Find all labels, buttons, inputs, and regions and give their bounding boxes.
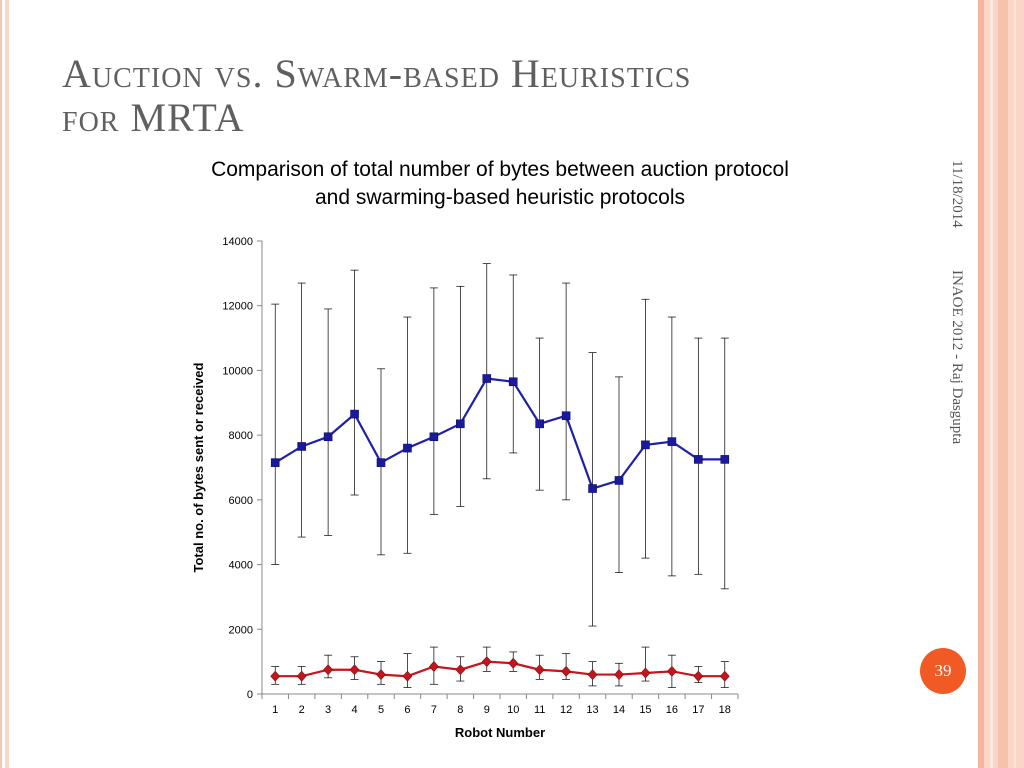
data-point <box>455 664 466 676</box>
chart-series-lines <box>274 377 725 678</box>
data-point <box>456 419 465 429</box>
data-point <box>614 669 624 681</box>
y-tick-label: 10000 <box>222 365 253 377</box>
slide-footer-author: INAOE 2012 - Raj Dasgupta <box>949 270 965 445</box>
data-point <box>561 411 571 421</box>
series-line <box>274 377 725 490</box>
y-axis-title: Total no. of bytes sent or received <box>191 362 206 572</box>
left-border-stripe <box>5 0 9 768</box>
right-panel-stripe <box>998 0 1008 768</box>
x-tick-label: 13 <box>586 704 598 716</box>
x-axis-title: Robot Number <box>455 725 545 740</box>
data-point <box>667 437 677 446</box>
x-tick-label: 2 <box>299 704 305 716</box>
x-tick-label: 14 <box>613 704 625 716</box>
data-point <box>323 664 334 676</box>
x-tick-label: 1 <box>272 704 278 716</box>
x-tick-label: 18 <box>719 704 731 716</box>
right-panel-stripe <box>978 0 984 768</box>
y-tick-label: 14000 <box>222 236 253 248</box>
data-point <box>323 432 333 442</box>
slide-title-line2: for MRTA <box>62 95 245 140</box>
data-point <box>693 670 704 682</box>
x-tick-label: 17 <box>692 704 704 716</box>
x-tick-label: 9 <box>484 704 490 716</box>
data-point <box>588 484 597 493</box>
x-tick-label: 7 <box>431 704 437 716</box>
data-point <box>720 455 730 464</box>
data-point <box>403 443 412 453</box>
chart-title-line2: and swarming-based heuristic protocols <box>314 186 685 209</box>
x-tick-label: 8 <box>457 704 463 716</box>
data-point <box>270 670 281 682</box>
data-point <box>376 458 386 467</box>
x-tick-label: 3 <box>325 704 331 716</box>
y-tick-label: 8000 <box>229 430 253 442</box>
slide-number-badge: 39 <box>920 648 966 694</box>
x-tick-label: 15 <box>639 704 651 716</box>
series-line <box>275 660 725 678</box>
x-tick-label: 16 <box>666 704 678 716</box>
x-tick-label: 6 <box>404 704 410 716</box>
chart-error-bars <box>271 263 729 688</box>
data-point <box>587 669 598 681</box>
chart-axes <box>257 240 739 699</box>
data-point <box>428 661 439 672</box>
right-panel-stripe <box>990 0 993 768</box>
data-point <box>614 476 624 485</box>
data-point <box>534 664 545 676</box>
chart-title-line1: Comparison of total number of bytes betw… <box>211 158 789 181</box>
data-point <box>508 657 519 669</box>
x-tick-label: 11 <box>534 704 545 716</box>
data-point <box>535 419 544 429</box>
x-tick-label: 10 <box>507 704 519 716</box>
data-point <box>297 442 306 451</box>
data-point <box>719 670 730 682</box>
data-point <box>482 374 492 383</box>
y-tick-label: 12000 <box>222 301 253 313</box>
data-point <box>296 670 307 682</box>
y-tick-label: 4000 <box>229 560 253 572</box>
data-point <box>666 665 677 677</box>
data-point <box>640 667 651 679</box>
x-tick-label: 4 <box>351 704 357 716</box>
chart-markers <box>270 374 730 682</box>
right-panel-stripe <box>1014 0 1016 768</box>
data-point <box>641 440 650 450</box>
data-point <box>376 669 386 681</box>
y-tick-label: 2000 <box>229 624 253 636</box>
data-point <box>402 670 413 682</box>
data-point <box>508 377 518 387</box>
data-point <box>481 656 492 668</box>
data-point <box>350 409 359 419</box>
right-decorative-panel <box>978 0 1024 768</box>
x-tick-label: 5 <box>378 704 384 716</box>
data-point <box>694 455 703 464</box>
left-decorative-border <box>0 0 10 768</box>
chart-title: Comparison of total number of bytes betw… <box>130 156 870 212</box>
data-point <box>429 432 439 442</box>
data-point <box>349 664 360 676</box>
slide-date: 11/18/2014 <box>949 160 965 228</box>
data-point <box>561 665 572 677</box>
y-tick-label: 6000 <box>229 495 253 507</box>
x-tick-label: 12 <box>560 704 572 716</box>
y-tick-label: 0 <box>247 689 253 701</box>
data-point <box>270 458 280 467</box>
slide-title: Auction vs. Swarm-based Heuristics for M… <box>62 52 922 140</box>
slide-title-line1: Auction vs. Swarm-based Heuristics <box>62 51 692 96</box>
left-border-stripe <box>0 0 2 768</box>
